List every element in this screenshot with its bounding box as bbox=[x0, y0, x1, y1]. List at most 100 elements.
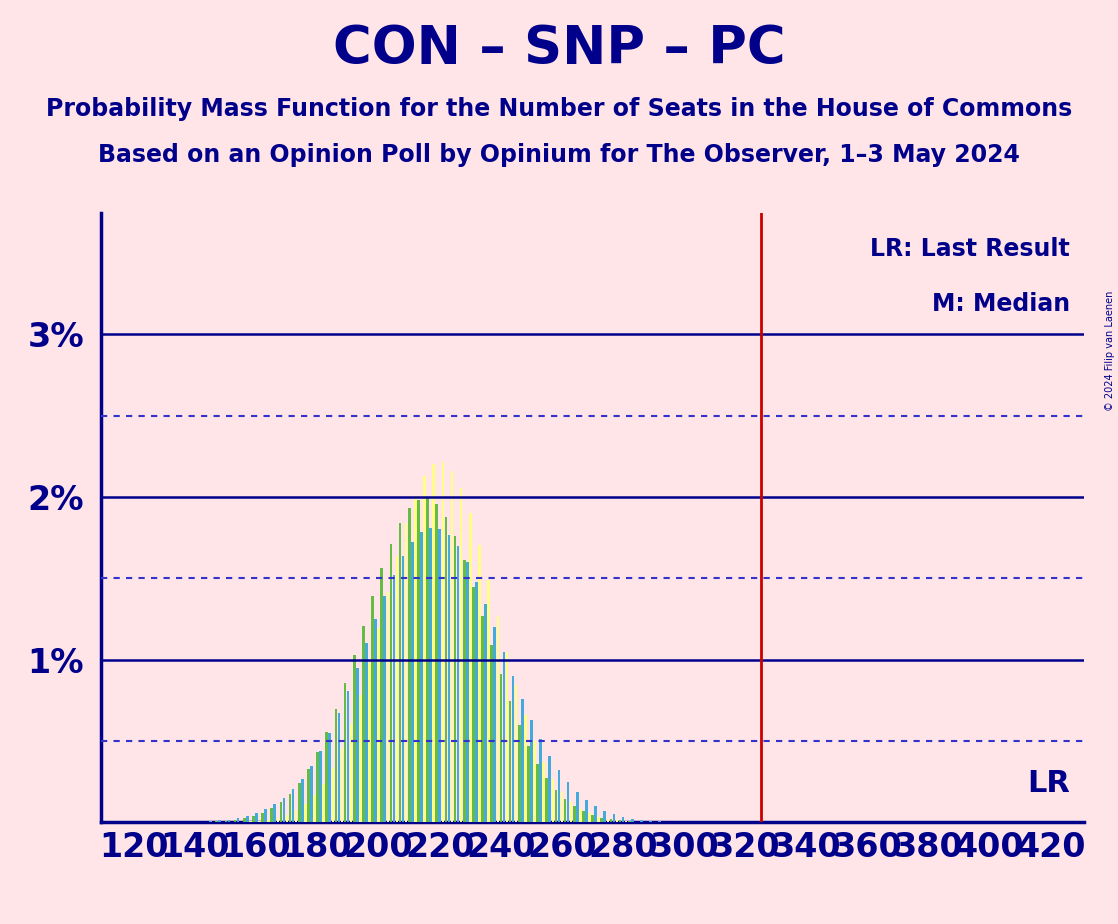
Bar bbox=[600, 818, 603, 822]
Bar bbox=[479, 544, 481, 822]
Bar bbox=[283, 797, 285, 822]
Bar bbox=[438, 529, 442, 822]
Bar bbox=[496, 616, 499, 822]
Bar bbox=[288, 794, 292, 822]
Bar bbox=[387, 591, 389, 822]
Bar bbox=[539, 739, 542, 822]
Bar bbox=[295, 810, 297, 822]
Bar bbox=[558, 771, 560, 822]
Bar bbox=[426, 498, 429, 822]
Bar bbox=[258, 821, 260, 822]
Bar bbox=[546, 778, 548, 822]
Bar bbox=[509, 700, 511, 822]
Bar bbox=[411, 542, 414, 822]
Bar bbox=[641, 820, 643, 822]
Bar bbox=[515, 685, 518, 822]
Bar bbox=[341, 748, 343, 822]
Bar bbox=[368, 663, 371, 822]
Bar bbox=[320, 750, 322, 822]
Bar bbox=[383, 596, 386, 822]
Bar bbox=[491, 645, 493, 822]
Bar bbox=[570, 802, 572, 822]
Bar bbox=[466, 562, 468, 822]
Bar bbox=[424, 476, 426, 822]
Bar bbox=[329, 733, 331, 822]
Text: © 2024 Filip van Laenen: © 2024 Filip van Laenen bbox=[1106, 291, 1115, 411]
Bar bbox=[249, 821, 252, 822]
Bar bbox=[286, 815, 288, 822]
Bar bbox=[332, 768, 334, 822]
Bar bbox=[356, 668, 359, 822]
Bar bbox=[378, 628, 380, 822]
Bar bbox=[451, 470, 453, 822]
Bar bbox=[228, 820, 230, 822]
Text: LR: Last Result: LR: Last Result bbox=[870, 237, 1070, 261]
Bar bbox=[243, 818, 246, 822]
Bar bbox=[625, 821, 627, 822]
Bar bbox=[292, 789, 294, 822]
Bar bbox=[585, 800, 588, 822]
Bar bbox=[582, 811, 585, 822]
Bar bbox=[267, 820, 269, 822]
Bar bbox=[399, 523, 401, 822]
Bar bbox=[472, 587, 475, 822]
Bar bbox=[618, 821, 622, 822]
Bar bbox=[252, 816, 255, 822]
Bar bbox=[561, 792, 563, 822]
Bar bbox=[518, 724, 521, 822]
Bar bbox=[530, 720, 533, 822]
Bar bbox=[503, 651, 505, 822]
Bar bbox=[475, 581, 477, 822]
Bar bbox=[371, 596, 373, 822]
Text: M: Median: M: Median bbox=[931, 292, 1070, 316]
Bar bbox=[551, 779, 555, 822]
Bar bbox=[255, 813, 258, 822]
Bar bbox=[225, 821, 227, 822]
Bar bbox=[484, 603, 487, 822]
Bar bbox=[353, 655, 356, 822]
Bar bbox=[262, 813, 264, 822]
Bar bbox=[588, 813, 590, 822]
Bar bbox=[521, 699, 523, 822]
Text: LR: LR bbox=[1026, 769, 1070, 798]
Bar bbox=[470, 514, 472, 822]
Bar bbox=[563, 799, 567, 822]
Bar bbox=[338, 713, 340, 822]
Bar bbox=[362, 626, 364, 822]
Bar bbox=[445, 517, 447, 822]
Bar bbox=[631, 819, 634, 822]
Bar bbox=[659, 821, 661, 822]
Bar bbox=[209, 821, 212, 822]
Bar bbox=[433, 464, 435, 822]
Bar bbox=[237, 818, 239, 822]
Bar bbox=[246, 816, 248, 822]
Bar bbox=[435, 505, 438, 822]
Bar bbox=[505, 651, 509, 822]
Bar bbox=[622, 817, 624, 822]
Bar bbox=[420, 532, 423, 822]
Bar bbox=[380, 568, 383, 822]
Bar bbox=[500, 674, 502, 822]
Bar bbox=[463, 560, 465, 822]
Bar bbox=[572, 807, 576, 822]
Bar bbox=[442, 463, 444, 822]
Bar bbox=[576, 792, 578, 822]
Bar bbox=[613, 814, 615, 822]
Bar bbox=[628, 821, 631, 822]
Bar bbox=[347, 691, 350, 822]
Bar bbox=[454, 536, 456, 822]
Bar bbox=[414, 496, 417, 822]
Bar bbox=[493, 627, 496, 822]
Bar bbox=[609, 820, 613, 822]
Bar bbox=[512, 675, 514, 822]
Bar bbox=[392, 575, 396, 822]
Bar bbox=[542, 761, 544, 822]
Bar bbox=[604, 810, 606, 822]
Bar bbox=[359, 696, 361, 822]
Bar bbox=[216, 821, 218, 822]
Bar bbox=[297, 783, 301, 822]
Bar bbox=[276, 818, 280, 822]
Bar bbox=[307, 769, 310, 822]
Bar bbox=[591, 815, 594, 822]
Bar bbox=[396, 556, 398, 822]
